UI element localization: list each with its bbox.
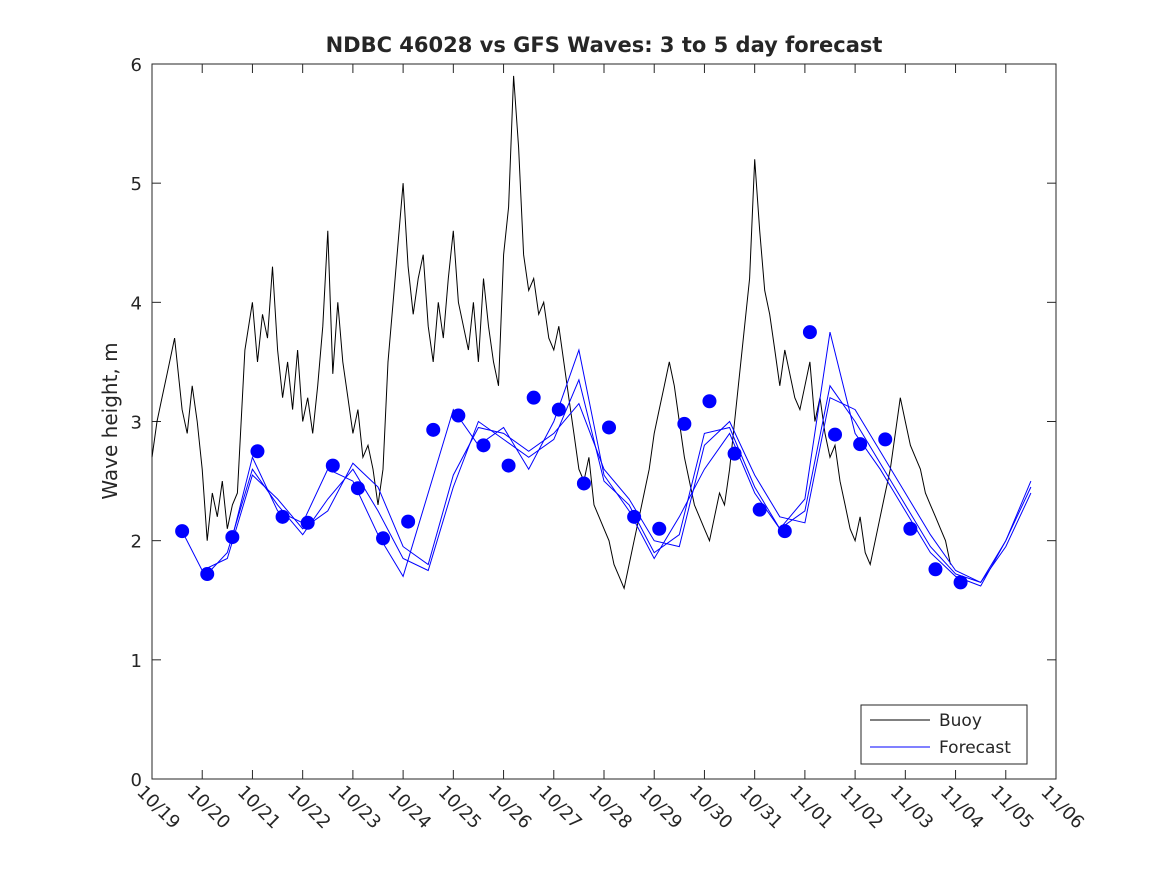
forecast-point <box>853 437 868 452</box>
forecast-point <box>903 521 918 536</box>
axes-box <box>151 63 1057 780</box>
forecast-point <box>200 567 215 582</box>
y-tick-label: 0 <box>131 770 142 791</box>
forecast-point <box>652 521 667 536</box>
chart-title: NDBC 46028 vs GFS Waves: 3 to 5 day fore… <box>326 33 883 57</box>
y-tick-label: 5 <box>131 174 142 195</box>
forecast-run-line <box>231 331 1032 587</box>
forecast-point <box>401 514 416 529</box>
forecast-point <box>376 531 391 546</box>
forecast-point <box>878 432 893 447</box>
forecast-point <box>250 444 265 459</box>
forecast-point <box>175 524 190 539</box>
forecast-point <box>752 502 767 517</box>
forecast-point <box>551 402 566 417</box>
y-axis-label: Wave height, m <box>98 342 122 499</box>
forecast-point <box>501 458 516 473</box>
forecast-point <box>576 476 591 491</box>
y-tick-label: 4 <box>131 293 142 314</box>
y-tick-label: 1 <box>131 651 142 672</box>
forecast-series <box>175 325 1032 590</box>
forecast-point <box>350 481 365 496</box>
legend-box <box>860 704 1028 765</box>
y-axis: 0 1 2 3 4 5 6 <box>131 55 1056 791</box>
forecast-point <box>702 394 717 409</box>
forecast-point <box>225 530 240 545</box>
forecast-point <box>777 524 792 539</box>
legend: Buoy Forecast <box>860 704 1028 765</box>
forecast-point <box>476 438 491 453</box>
forecast-point <box>275 509 290 524</box>
forecast-point <box>828 427 843 442</box>
forecast-point <box>426 422 441 437</box>
y-tick-label: 6 <box>131 55 142 76</box>
plot-area <box>151 63 1057 780</box>
y-tick-label: 3 <box>131 413 142 434</box>
forecast-point <box>526 390 541 405</box>
legend-forecast-label: Forecast <box>939 738 1011 758</box>
forecast-point <box>451 408 466 423</box>
forecast-point <box>677 416 692 431</box>
forecast-run-line <box>181 396 1032 584</box>
forecast-point <box>602 420 617 435</box>
forecast-point <box>727 446 742 461</box>
forecast-point <box>300 515 315 530</box>
forecast-point <box>627 509 642 524</box>
forecast-point <box>953 575 968 590</box>
y-tick-label: 2 <box>131 532 142 553</box>
legend-buoy-label: Buoy <box>939 711 982 731</box>
forecast-point <box>928 562 943 577</box>
forecast-point <box>325 458 340 473</box>
forecast-point <box>802 325 817 340</box>
